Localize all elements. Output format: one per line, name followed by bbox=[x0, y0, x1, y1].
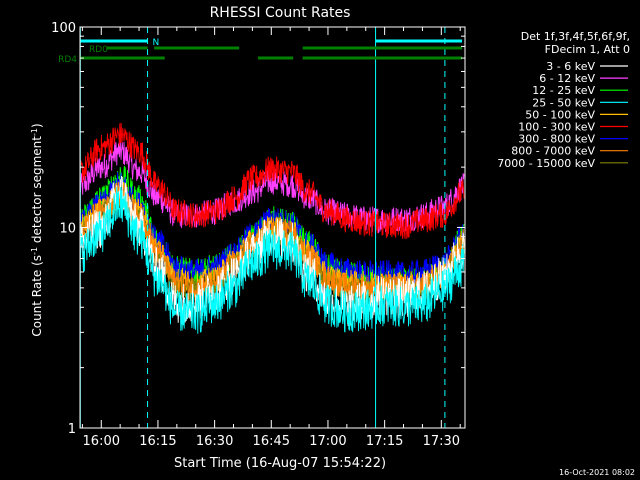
footer-timestamp: 16-Oct-2021 08:02 bbox=[559, 468, 635, 477]
status-bar-label-n: N bbox=[153, 38, 160, 48]
y-tick-label: 10 bbox=[59, 222, 76, 237]
legend-label-8: 7000 - 15000 keV bbox=[497, 157, 595, 170]
x-tick-label: 16:15 bbox=[139, 434, 176, 449]
x-tick-label: 17:30 bbox=[423, 434, 460, 449]
series-line-3 bbox=[79, 186, 465, 334]
legend-label-5: 100 - 300 keV bbox=[518, 121, 595, 134]
status-bar-label-rd4: RD4 bbox=[58, 55, 77, 65]
legend-label-1: 6 - 12 keV bbox=[539, 72, 595, 85]
x-tick-label: 16:00 bbox=[83, 434, 120, 449]
legend-label-4: 50 - 100 keV bbox=[525, 108, 595, 121]
series-line-5 bbox=[79, 122, 465, 240]
y-tick-label: 100 bbox=[51, 21, 76, 36]
x-tick-label: 16:30 bbox=[196, 434, 233, 449]
x-tick-label: 17:15 bbox=[366, 434, 403, 449]
legend-header-line-1: Det 1f,3f,4f,5f,6f,9f, bbox=[521, 30, 630, 43]
legend-label-7: 800 - 7000 keV bbox=[511, 145, 595, 158]
y-axis-label: Count Rate (s-1 detector segment-1) bbox=[30, 123, 44, 336]
x-tick-label: 16:45 bbox=[253, 434, 290, 449]
legend-label-6: 300 - 800 keV bbox=[518, 133, 595, 146]
legend-header-line-2: FDecim 1, Att 0 bbox=[545, 43, 630, 56]
y-tick-label: 1 bbox=[68, 422, 76, 437]
x-axis-label: Start Time (16-Aug-07 15:54:22) bbox=[174, 456, 386, 471]
plot-area: N RD0 RD4 bbox=[58, 27, 465, 428]
x-tick-label: 17:00 bbox=[309, 434, 346, 449]
status-bar-label-rd0: RD0 bbox=[89, 45, 108, 55]
legend-label-3: 25 - 50 keV bbox=[532, 96, 595, 109]
axes-frame: 1 10 100 16:00 16:15 16:30 16:45 17:00 17:15 17:3… bbox=[51, 21, 466, 449]
legend-label-0: 3 - 6 keV bbox=[546, 60, 595, 73]
series-line-6 bbox=[79, 172, 465, 289]
legend-label-2: 12 - 25 keV bbox=[532, 84, 595, 97]
chart-title: RHESSI Count Rates bbox=[210, 5, 351, 21]
